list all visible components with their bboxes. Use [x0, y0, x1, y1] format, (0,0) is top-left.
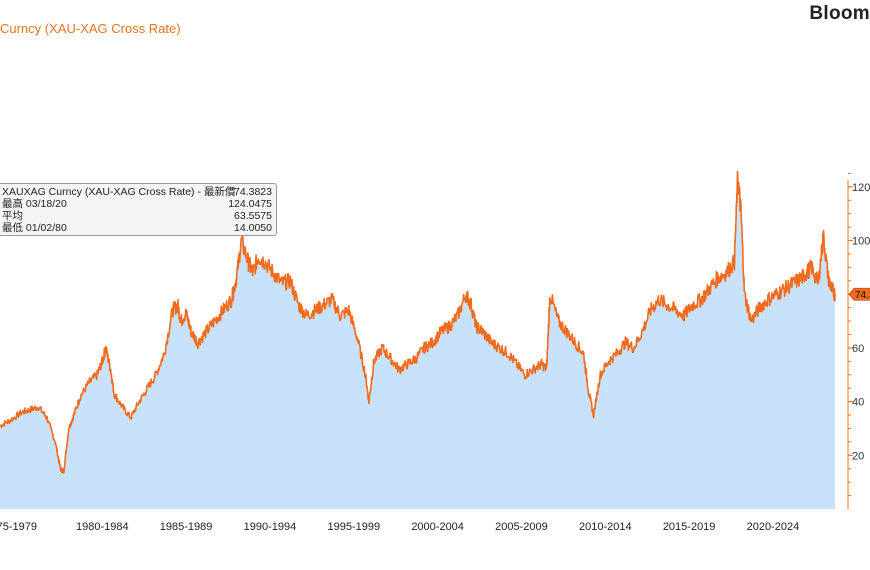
- legend-row-average: 平均 63.5575: [2, 210, 272, 223]
- legend-low-value: 14.0050: [234, 222, 272, 234]
- y-tick-label: 60: [852, 343, 864, 355]
- y-tick-label: 100: [852, 236, 870, 248]
- legend-row-last: XAUXAG Curncy (XAU-XAG Cross Rate) - 最新價…: [2, 186, 272, 199]
- legend-high-value: 124.0475: [228, 198, 272, 210]
- legend-last-value: 74.3823: [234, 186, 272, 198]
- x-tick-label: 2000-2004: [411, 521, 464, 533]
- legend-row-low: 最低 01/02/80 14.0050: [2, 222, 272, 235]
- legend-row-high: 最高 03/18/20 124.0475: [2, 198, 272, 211]
- chart-title: Curncy (XAU-XAG Cross Rate): [0, 21, 181, 36]
- x-tick-label: 2015-2019: [663, 521, 716, 533]
- legend-average-label: 平均: [2, 210, 23, 222]
- legend-average-value: 63.5575: [234, 210, 272, 222]
- x-tick-label: 2020-2024: [747, 521, 800, 533]
- y-tick-label: 120: [852, 182, 870, 194]
- series-line: [0, 170, 836, 474]
- last-value-marker: [848, 287, 870, 301]
- series-area: [0, 171, 835, 509]
- legend-high-label: 最高 03/18/20: [2, 198, 67, 210]
- y-tick-label: 20: [852, 450, 864, 462]
- x-tick-label: 1990-1994: [244, 521, 297, 533]
- last-value-label: 74.3: [855, 290, 870, 301]
- legend-series-label: XAUXAG Curncy (XAU-XAG Cross Rate) - 最新價: [2, 186, 236, 198]
- x-tick-label: 2005-2009: [495, 521, 548, 533]
- chart-legend: XAUXAG Curncy (XAU-XAG Cross Rate) - 最新價…: [0, 183, 277, 236]
- x-tick-label: 2010-2014: [579, 521, 632, 533]
- y-tick-label: 40: [852, 397, 864, 409]
- legend-low-label: 最低 01/02/80: [2, 222, 67, 234]
- brand-logo: Bloom: [809, 3, 870, 24]
- x-tick-label: 1995-1999: [327, 521, 380, 533]
- x-tick-label: 75-1979: [0, 521, 37, 533]
- x-tick-label: 1985-1989: [160, 521, 213, 533]
- x-tick-label: 1980-1984: [76, 521, 129, 533]
